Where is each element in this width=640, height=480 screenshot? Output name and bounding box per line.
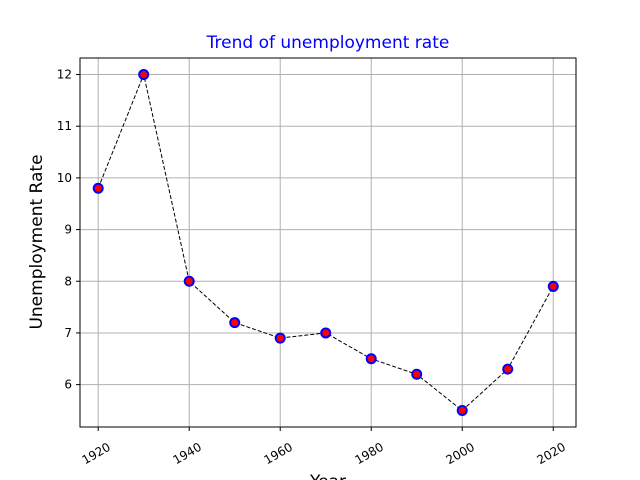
grid-lines [80, 58, 576, 427]
y-axis-ticks: 6 7 8 9 10 11 12 [57, 68, 80, 392]
x-tick-label: 2020 [535, 440, 568, 467]
y-tick-label: 9 [64, 223, 72, 237]
data-point [92, 182, 104, 194]
plot-frame [79, 57, 577, 428]
series-line [97, 72, 554, 412]
y-tick-label: 6 [64, 378, 72, 392]
data-point [138, 69, 150, 81]
x-axis-label: Year [309, 472, 346, 480]
y-tick-label: 11 [57, 119, 72, 133]
data-point [547, 280, 559, 292]
chart-title: Trend of unemployment rate [206, 33, 450, 53]
x-axis-ticks: 1920 1940 1960 1980 2000 2020 [79, 427, 568, 467]
y-tick-label: 8 [64, 274, 72, 288]
y-tick-label: 10 [57, 171, 72, 185]
x-tick-label: 2000 [444, 440, 477, 467]
x-tick-label: 1960 [261, 440, 294, 467]
x-tick-label: 1980 [353, 440, 386, 467]
data-point [456, 404, 468, 416]
data-series [92, 69, 559, 416]
x-tick-label: 1940 [170, 440, 203, 467]
data-point [365, 353, 377, 365]
data-point [320, 327, 332, 339]
data-point [274, 332, 286, 344]
data-point [229, 317, 241, 329]
data-point [411, 368, 423, 380]
y-tick-label: 12 [57, 68, 72, 82]
y-axis-label: Unemployment Rate [27, 154, 47, 329]
x-tick-label: 1920 [79, 440, 112, 467]
data-point [183, 275, 195, 287]
data-point [502, 363, 514, 375]
y-tick-label: 7 [64, 326, 72, 340]
